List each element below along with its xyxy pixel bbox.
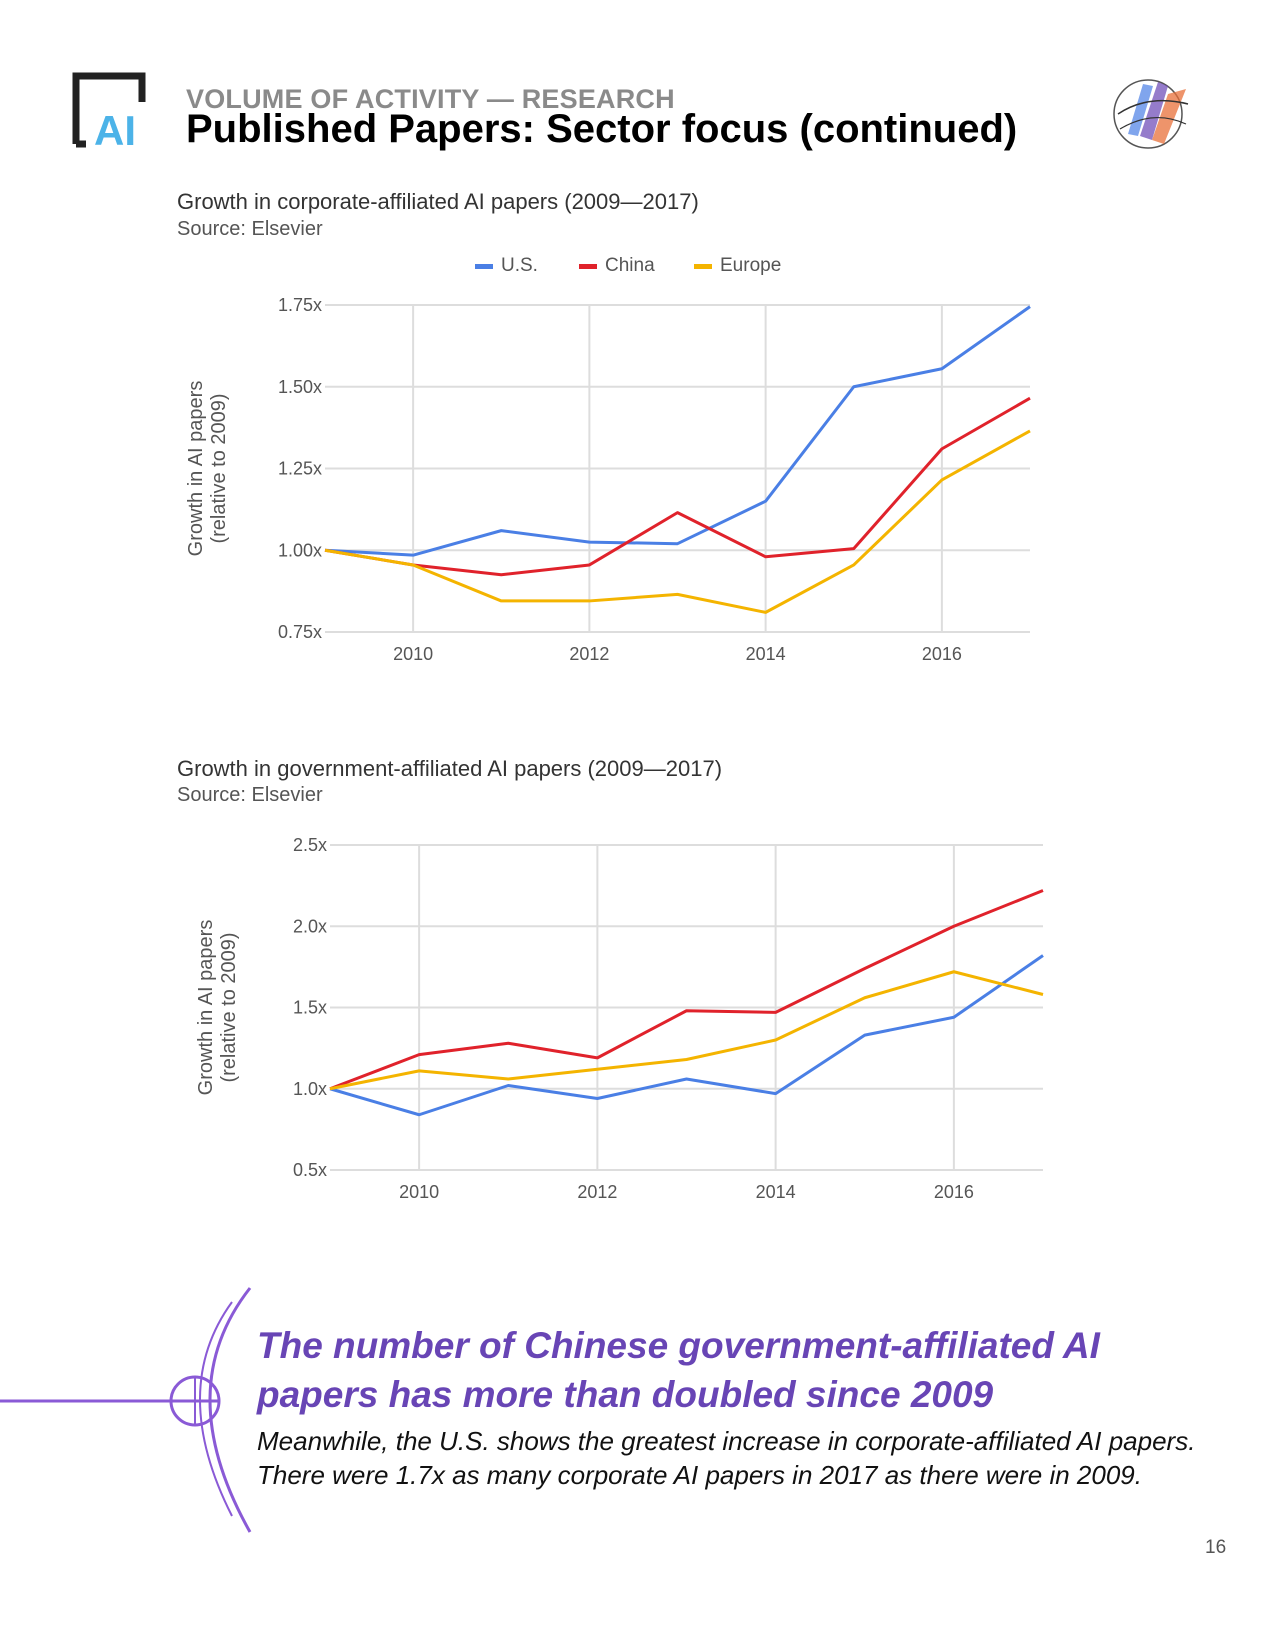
y-tick-label: 2.5x	[293, 835, 327, 855]
page-title: Published Papers: Sector focus (continue…	[186, 107, 1018, 151]
x-tick-label: 2014	[756, 1182, 796, 1202]
y-axis-title-line: (relative to 2009)	[218, 932, 240, 1082]
chart2-source: Source: Elsevier	[177, 784, 323, 806]
legend-label: China	[605, 255, 655, 276]
y-tick-label: 1.50x	[278, 377, 322, 397]
y-tick-label: 0.5x	[293, 1160, 327, 1180]
chart-corporate: 0.75x 1.00x 1.25x 1.50x 1.75x 2010 2012 2014 201…	[185, 255, 1031, 664]
legend-swatch	[579, 264, 597, 269]
x-tick-label: 2012	[569, 644, 609, 664]
x-tick-label: 2012	[577, 1182, 617, 1202]
y-tick-label: 1.00x	[278, 540, 322, 560]
decorative-logo-icon	[1113, 79, 1189, 149]
y-tick-label: 1.25x	[278, 459, 322, 479]
x-tick-label: 2016	[934, 1182, 974, 1202]
x-tick-label: 2016	[922, 644, 962, 664]
legend-swatch	[475, 264, 493, 269]
chart2-title: Growth in government-affiliated AI paper…	[177, 756, 723, 781]
ai-index-logo: AI	[72, 72, 146, 152]
callout-headline: The number of Chinese government-affilia…	[257, 1325, 1100, 1415]
y-axis-title: Growth in AI papers (relative to 2009)	[185, 381, 230, 557]
chart-government: 0.5x 1.0x 1.5x 2.0x 2.5x 2010 2012 2014 2016 Grow…	[195, 835, 1044, 1202]
x-tick-label: 2010	[399, 1182, 439, 1202]
page-number: 16	[1205, 1537, 1227, 1558]
series-line-europe	[329, 970, 1044, 1091]
y-tick-label: 1.5x	[293, 998, 327, 1018]
section-label: VOLUME OF ACTIVITY — RESEARCH	[186, 84, 675, 114]
logo-text: AI	[94, 107, 136, 152]
series-line-us	[324, 305, 1031, 557]
x-tick-label: 2010	[393, 644, 433, 664]
legend-label: U.S.	[501, 255, 538, 276]
series-line-europe	[324, 429, 1031, 614]
series-line-china	[324, 396, 1031, 577]
callout-body: Meanwhile, the U.S. shows the greatest i…	[257, 1426, 1196, 1490]
y-axis-title: Growth in AI papers (relative to 2009)	[195, 920, 240, 1096]
y-tick-label: 0.75x	[278, 622, 322, 642]
y-tick-label: 1.0x	[293, 1079, 327, 1099]
series-line-us	[329, 954, 1044, 1117]
series-line-china	[329, 889, 1044, 1091]
callout-decoration-icon	[0, 1287, 252, 1533]
legend-label: Europe	[720, 255, 781, 276]
y-axis-title-line: (relative to 2009)	[208, 393, 230, 543]
y-axis-title-line: Growth in AI papers	[185, 381, 207, 557]
y-tick-label: 2.0x	[293, 916, 327, 936]
chart1-title: Growth in corporate-affiliated AI papers…	[177, 189, 699, 214]
x-tick-label: 2014	[746, 644, 786, 664]
chart1-source: Source: Elsevier	[177, 218, 323, 240]
y-tick-label: 1.75x	[278, 295, 322, 315]
legend-swatch	[694, 264, 712, 269]
y-axis-title-line: Growth in AI papers	[195, 920, 217, 1096]
